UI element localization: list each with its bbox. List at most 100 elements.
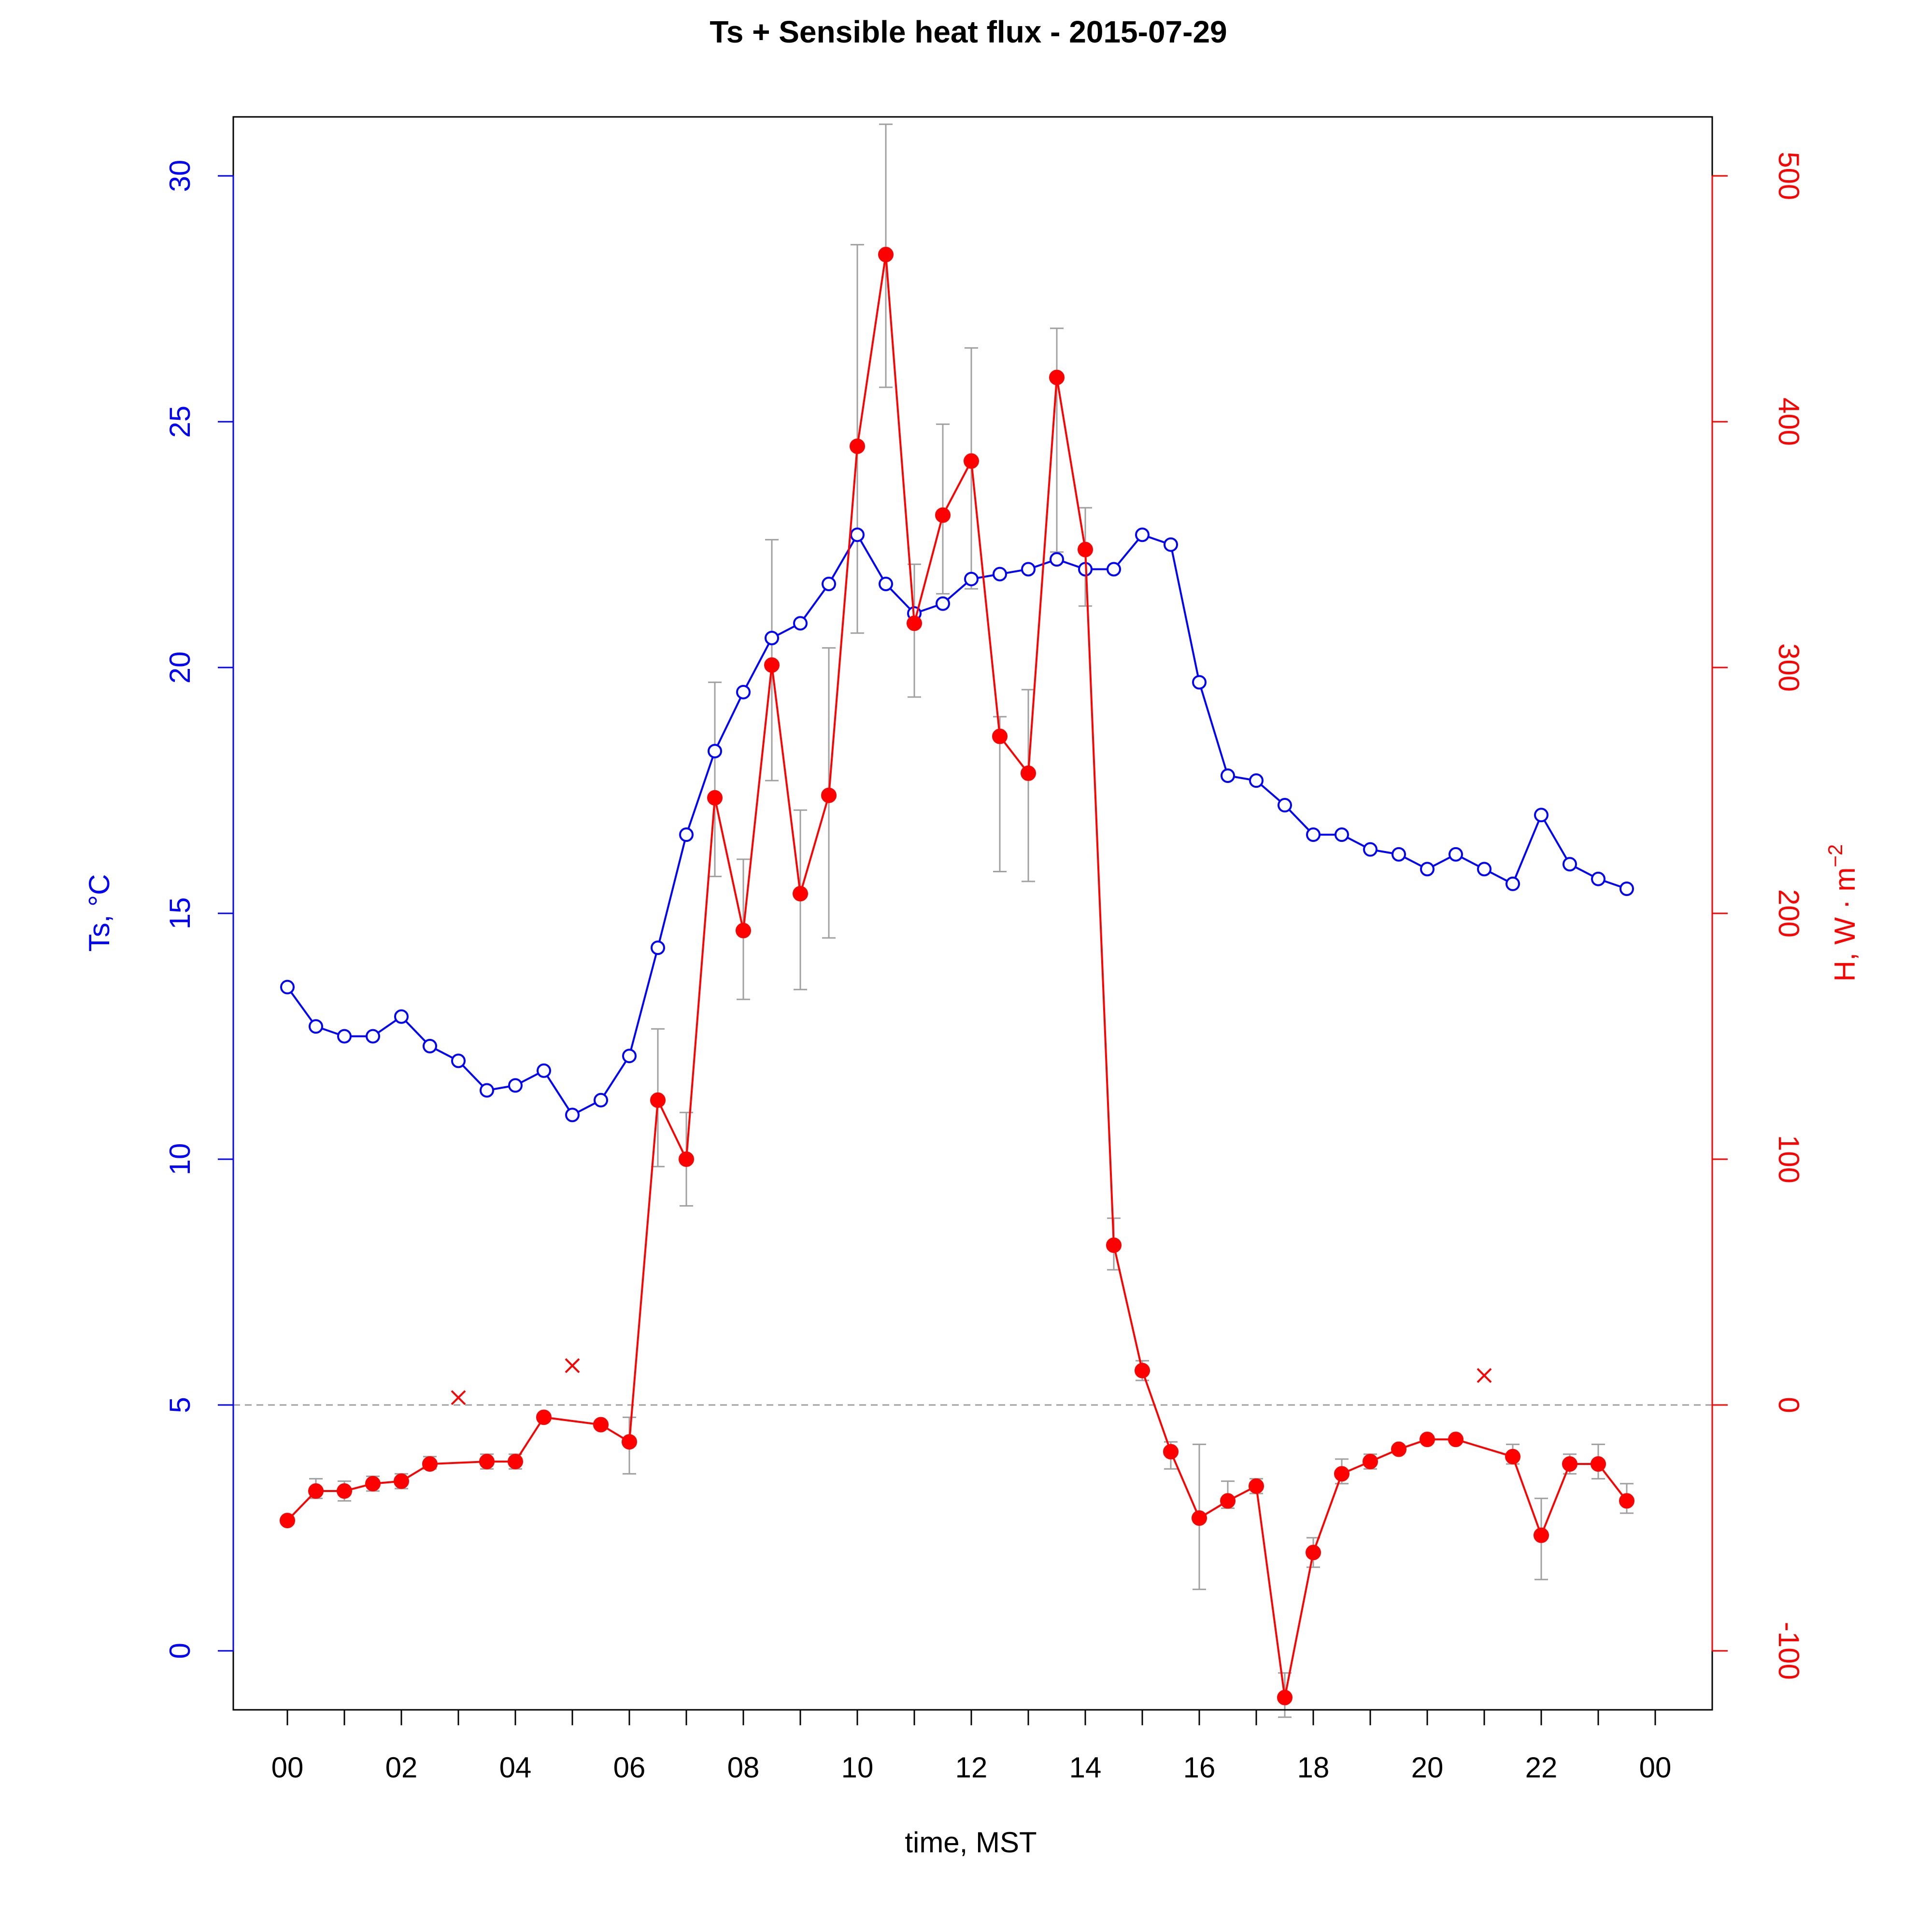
h-point [679,1151,694,1167]
h-point [593,1417,609,1433]
h-point [1277,1690,1293,1705]
h-point [1420,1432,1435,1448]
ts-point [1192,675,1207,690]
chart-title: Ts + Sensible heat flux - 2015-07-29 [710,14,1227,49]
x-axis: 00 02 04 06 08 10 12 14 16 18 20 22 00 [271,1709,1672,1784]
x-marker-stroke [1477,1368,1492,1383]
y-right-tick-label: 0 [1773,1397,1805,1413]
h-point [964,453,979,469]
ts-point [850,527,865,542]
h-point [280,1513,295,1529]
ts-point [936,596,950,611]
h-point [479,1453,495,1469]
ts-point [1249,773,1264,788]
error-bar [1050,327,1064,553]
x-tick-label: 20 [1411,1751,1444,1784]
ts-point [1477,862,1492,877]
error-bar [708,682,722,878]
ts-point [1392,847,1406,862]
x-tick-label: 00 [1639,1751,1672,1784]
ts-point [423,1038,437,1053]
h-point [650,1092,666,1108]
h-point [1306,1545,1321,1561]
ts-point [651,940,665,955]
h-point [878,247,894,263]
h-point [1106,1237,1122,1253]
ts-point [394,1009,409,1024]
x-tick-label: 18 [1297,1751,1330,1784]
ts-point [679,827,694,842]
h-point [1249,1478,1264,1494]
ts-point [1534,808,1548,823]
x-tick-label: 04 [499,1751,532,1784]
h-point [422,1456,438,1472]
x-tick-label: 06 [613,1751,646,1784]
y-left-tick-label: 5 [164,1397,196,1413]
h-point [337,1483,352,1499]
ts-point [508,1078,523,1093]
ts-point [993,567,1007,582]
ts-point [1107,562,1121,577]
ts-point [480,1083,494,1098]
h-point [1363,1453,1378,1469]
y-axis-right-label-exponent: −2 [1824,844,1847,867]
ts-point [736,684,751,699]
h-point [1334,1466,1350,1482]
ts-point [1135,527,1150,542]
h-point [536,1409,552,1425]
h-point [935,507,951,523]
h-point [622,1434,637,1450]
h-point [707,790,723,806]
y-left-tick-label: 10 [164,1143,196,1176]
ts-point [708,744,722,759]
y-right-tick-label: 400 [1773,398,1805,446]
ts-point [1021,562,1036,577]
x-tick-label: 10 [841,1751,874,1784]
h-point [1619,1493,1634,1509]
ts-point [1164,537,1178,552]
y-right-tick-label: 500 [1773,152,1805,200]
y-axis-right-label-prefix: H, W [1829,917,1861,982]
series-layer [280,247,1634,1705]
ts-point [1420,862,1435,877]
x-marker-stroke [451,1390,466,1406]
y-axis-right-label: H, W · m−2 [1824,844,1861,982]
y-axis-left: 0 5 10 15 20 25 30 [164,160,234,1659]
ts-point [309,1019,323,1034]
h-point [1448,1432,1463,1448]
h-point [1135,1363,1150,1378]
h-point [850,438,865,454]
ts-point [793,616,808,631]
ts-point [1050,552,1064,567]
ts-point [451,1053,466,1068]
ts-point [594,1093,608,1108]
x-tick-label: 12 [955,1751,988,1784]
h-point [1192,1510,1207,1526]
h-point [1163,1444,1179,1460]
h-point [1562,1456,1577,1472]
h-point [365,1476,381,1492]
y-left-tick-label: 0 [164,1643,196,1659]
error-bar [1022,689,1035,882]
h-point [1391,1441,1406,1457]
h-point [821,787,837,803]
ts-point [537,1063,551,1078]
h-flagged-point [451,1390,466,1406]
h-point [508,1453,523,1469]
y-left-tick-label: 15 [164,897,196,930]
y-right-tick-label: 300 [1773,643,1805,692]
y-axis-right-label-dot: · [1829,892,1861,917]
h-point [1021,765,1036,781]
x-tick-label: 16 [1183,1751,1216,1784]
h-point [1078,541,1093,557]
ts-point [622,1049,637,1064]
ts-point [280,980,295,994]
y-right-tick-label: -100 [1773,1622,1805,1680]
ts-point [964,571,979,586]
x-tick-label: 08 [727,1751,760,1784]
ts-point [1363,842,1378,857]
ts-point [822,577,836,592]
y-left-tick-label: 30 [164,160,196,192]
x-tick-label: 22 [1525,1751,1558,1784]
